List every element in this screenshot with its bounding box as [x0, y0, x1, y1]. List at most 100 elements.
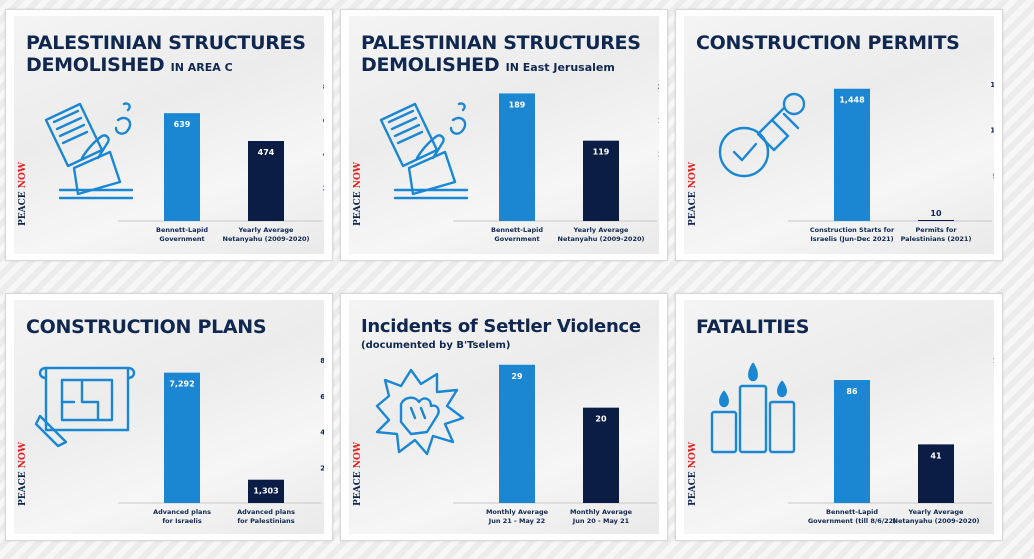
category-label: for Israelis [162, 517, 202, 525]
y-tick-label: 1500 [990, 81, 994, 89]
chart-title: FATALITIES [696, 316, 809, 338]
y-tick-label: 200 [658, 83, 659, 91]
chart-card-fatalities: FATALITIES PEACE NOW 0 25 50 75 100 86 Bennett… [675, 293, 1003, 541]
bar [248, 479, 284, 503]
card-panel: PALESTINIAN STRUCTURES DEMOLISHED IN ARE… [14, 16, 324, 254]
bar-value-label: 7,292 [169, 380, 194, 389]
y-tick-label: 100 [993, 357, 994, 365]
bar [834, 380, 870, 503]
category-label: Netanyahu (2009-2020) [893, 517, 980, 525]
chart-title-line1: Incidents of Settler Violence [361, 316, 641, 337]
bar [583, 407, 619, 503]
category-label: Monthly Average [486, 508, 549, 516]
chart-title-line1: FATALITIES [696, 316, 810, 338]
card-panel: Incidents of Settler Violence (documente… [349, 300, 659, 534]
bar-value-label: 1,303 [253, 487, 278, 496]
category-label: Monthly Average [570, 508, 633, 516]
category-label: Bennett-Lapid [826, 508, 878, 516]
y-tick-label: 500 [993, 172, 994, 180]
category-label: Bennett-Lapid [156, 226, 208, 234]
category-label: Bennett-Lapid [491, 226, 543, 234]
chart-title-suffix: IN East Jerusalem [505, 61, 615, 74]
document-hand-icon [44, 102, 134, 200]
y-tick-label: 1000 [990, 127, 994, 135]
category-label: Netanyahu (2009-2020) [558, 235, 645, 243]
category-label: Netanyahu (2009-2020) [223, 235, 310, 243]
category-label: Construction Starts for [810, 226, 895, 234]
bar-value-label: 474 [258, 148, 275, 157]
category-label: Advanced plans [153, 508, 211, 516]
bar-value-label: 119 [593, 148, 610, 157]
category-label: Government [159, 235, 204, 243]
bar-value-label: 86 [846, 387, 858, 396]
category-label: for Palestinians [237, 517, 294, 525]
category-label: Yearly Average [908, 508, 965, 516]
category-label: Jun 21 - May 22 [488, 517, 545, 525]
y-tick-label: 8000 [320, 357, 324, 365]
category-label: Palestinians (2021) [901, 235, 972, 243]
category-label: Permits for [915, 226, 957, 234]
chart-card-construction-plans: CONSTRUCTION PLANS PEACE NOW 0 2000 4000 60… [5, 293, 333, 541]
y-tick-label: 4000 [320, 429, 324, 437]
y-tick-label: 600 [323, 117, 324, 125]
bar [164, 113, 200, 221]
chart-title-line1: PALESTINIAN STRUCTURES [26, 32, 306, 54]
y-tick-label: 6000 [320, 393, 324, 401]
bar-value-label: 41 [930, 451, 942, 460]
bar-value-label: 189 [509, 100, 526, 109]
y-tick-label: 100 [658, 151, 659, 159]
chart-title-line2-main: DEMOLISHED [361, 54, 500, 76]
category-label: Advanced plans [237, 508, 295, 516]
bar [918, 444, 954, 503]
bar-value-label: 20 [595, 415, 607, 424]
category-label: Jun 20 - May 21 [572, 517, 630, 525]
category-label: Yearly Average [238, 226, 295, 234]
y-tick-label: 2000 [320, 464, 324, 472]
y-tick-label: 150 [658, 117, 659, 125]
blueprint-pencil-icon [34, 366, 136, 448]
stamp-check-icon [718, 92, 806, 178]
document-hand-icon [379, 102, 469, 200]
category-label: Yearly Average [573, 226, 630, 234]
card-panel: CONSTRUCTION PLANS PEACE NOW 0 2000 4000 60… [14, 300, 324, 534]
chart-subtitle: (documented by B'Tselem) [361, 340, 511, 351]
chart-title: PALESTINIAN STRUCTURES DEMOLISHED IN Eas… [361, 32, 641, 79]
y-tick-label: 800 [323, 83, 324, 91]
bar-value-label: 1,448 [839, 96, 865, 105]
chart-card-construction-permits: CONSTRUCTION PERMITS PEACE NOW 0 500 1000 1… [675, 9, 1003, 261]
bar [834, 88, 870, 222]
bar [248, 141, 284, 221]
bar [499, 93, 535, 221]
chart-title-line1: CONSTRUCTION PLANS [26, 316, 267, 338]
bar-value-label: 10 [930, 209, 942, 218]
chart-title-line2-main: DEMOLISHED [26, 54, 165, 76]
card-panel: CONSTRUCTION PERMITS PEACE NOW 0 500 1000 1… [684, 16, 994, 254]
bar-chart: 050100150200189Bennett-LapidGovernment11… [453, 83, 659, 243]
bar [499, 364, 535, 503]
category-label: Government (till 8/6/22) [808, 517, 896, 525]
bar-value-label: 29 [511, 372, 523, 381]
chart-title: PALESTINIAN STRUCTURES DEMOLISHED IN ARE… [26, 32, 306, 79]
category-label: Government [494, 235, 539, 243]
chart-title-line2: DEMOLISHED IN East Jerusalem [361, 54, 641, 79]
chart-title-line2: DEMOLISHED IN AREA C [26, 54, 306, 79]
fist-burst-icon [375, 368, 465, 456]
chart-card-demolished-area-c: PALESTINIAN STRUCTURES DEMOLISHED IN ARE… [5, 9, 333, 261]
y-tick-label: 200 [323, 184, 324, 192]
bar [583, 140, 619, 221]
y-tick-label: 400 [323, 151, 324, 159]
card-panel: FATALITIES PEACE NOW 0 25 50 75 100 86 Bennett… [684, 300, 994, 534]
category-label: Israelis (Jun-Dec 2021) [810, 235, 893, 243]
chart-title: CONSTRUCTION PLANS [26, 316, 267, 338]
bar-chart: 0200400600800639Bennett-LapidGovernment4… [118, 83, 324, 243]
candles-icon [710, 362, 796, 454]
chart-title: Incidents of Settler Violence [361, 316, 641, 338]
card-panel: PALESTINIAN STRUCTURES DEMOLISHED IN Eas… [349, 16, 659, 254]
chart-title-suffix: IN AREA C [170, 61, 233, 74]
chart-card-settler-violence: Incidents of Settler Violence (documente… [340, 293, 668, 541]
bar-value-label: 639 [174, 120, 191, 129]
